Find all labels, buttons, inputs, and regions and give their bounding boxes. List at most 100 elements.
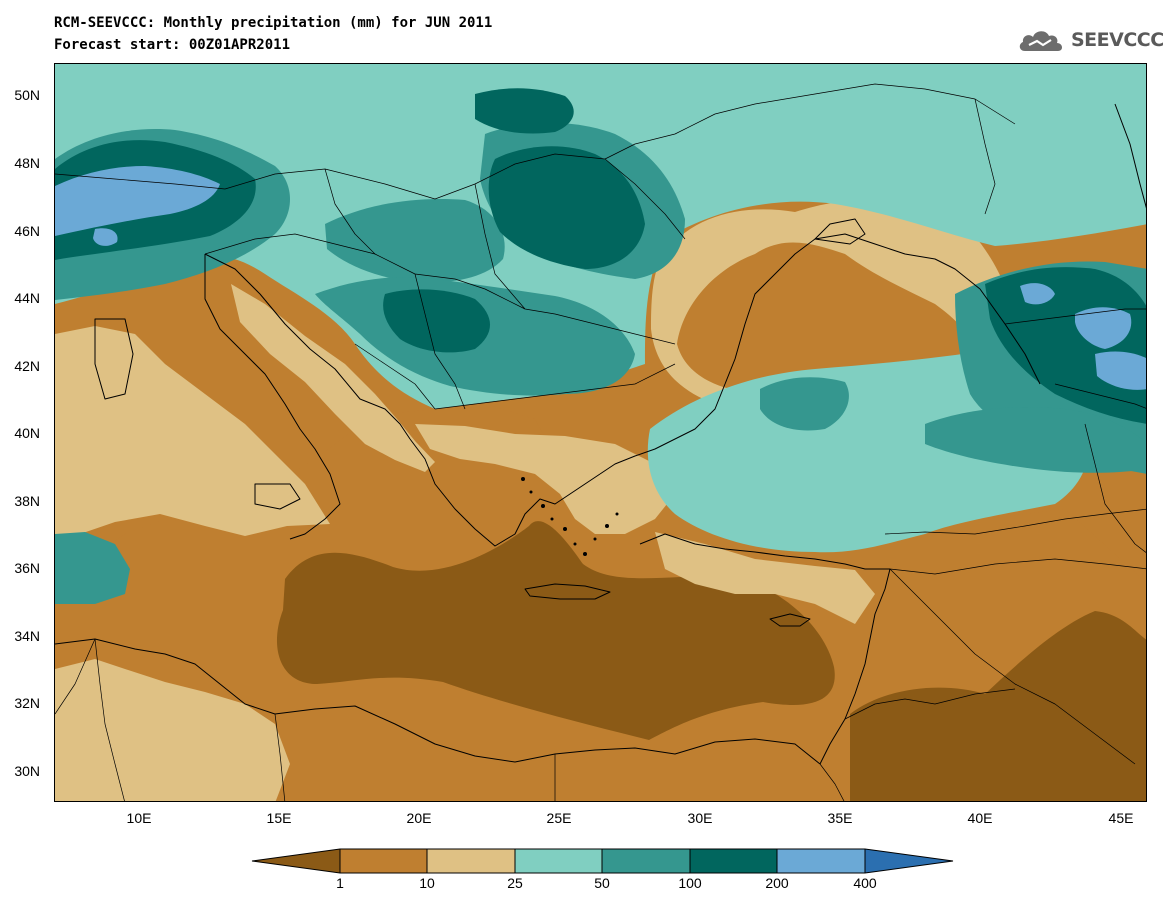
border-segment bbox=[354, 343, 436, 410]
precip-band-10-25-west bbox=[55, 326, 330, 540]
border-segment bbox=[274, 713, 286, 801]
lon-label: 45E bbox=[1108, 810, 1134, 826]
island bbox=[550, 517, 554, 521]
border-segment bbox=[414, 273, 466, 410]
border-segment bbox=[55, 638, 96, 715]
coastline-aegean-north bbox=[599, 383, 726, 475]
precip-band-100-200-caucasus bbox=[985, 267, 1146, 424]
border-segment bbox=[889, 568, 1136, 765]
logo-text: SEEVCCC bbox=[1071, 29, 1164, 51]
lat-label: 34N bbox=[14, 628, 40, 644]
island bbox=[615, 512, 619, 516]
border-segment bbox=[1054, 383, 1146, 409]
precip-band-50-100-anatolia-north bbox=[760, 377, 849, 431]
border-segment bbox=[884, 508, 1146, 535]
lat-label: 36N bbox=[14, 560, 40, 576]
coastline-crete bbox=[524, 583, 611, 600]
precip-band-10-25-aegean bbox=[415, 424, 675, 534]
seevccc-logo: SEEVCCC bbox=[1017, 25, 1164, 55]
lat-label: 48N bbox=[14, 155, 40, 171]
cloud-logo-icon bbox=[1019, 31, 1063, 51]
coastline-italy bbox=[204, 254, 341, 540]
precip-band-lt1-sea bbox=[276, 521, 835, 740]
lon-label: 15E bbox=[266, 810, 292, 826]
island bbox=[583, 552, 587, 556]
precip-band-200-400-caucasus-east bbox=[1075, 307, 1132, 349]
border-segment bbox=[94, 638, 125, 801]
colorbar-label: 1 bbox=[336, 875, 344, 891]
precip-band-50-100-anatolia-east bbox=[925, 407, 1146, 473]
colorbar-segment-1-10 bbox=[340, 849, 427, 873]
coastline-sardinia bbox=[94, 318, 134, 400]
border-segment bbox=[324, 168, 376, 255]
border-segment bbox=[474, 183, 526, 310]
border-segment bbox=[55, 153, 606, 200]
precipitation-map-canvas bbox=[55, 64, 1146, 801]
colorbar-label: 25 bbox=[507, 875, 523, 891]
lat-label: 44N bbox=[14, 290, 40, 306]
coastline-greece bbox=[409, 438, 601, 547]
aegean-islands bbox=[521, 477, 619, 556]
coastline-caspian bbox=[1114, 103, 1146, 209]
precip-band-200-400-caucasus-west bbox=[1020, 283, 1055, 305]
black-sea-band-1-10 bbox=[677, 242, 981, 395]
colorbar-label: 400 bbox=[853, 875, 877, 891]
colorbar-label: 50 bbox=[594, 875, 610, 891]
colorbar-segment-100-200 bbox=[690, 849, 777, 873]
colorbar-segment-above-400 bbox=[865, 849, 953, 873]
lon-label: 35E bbox=[827, 810, 853, 826]
precip-band-50-100-corsica bbox=[55, 532, 130, 604]
island bbox=[593, 537, 597, 541]
precip-band-10-25-africa bbox=[55, 659, 290, 801]
lon-label: 20E bbox=[406, 810, 432, 826]
precip-band-200-400-alps bbox=[55, 166, 220, 236]
lat-label: 32N bbox=[14, 695, 40, 711]
colorbar-label: 100 bbox=[678, 875, 702, 891]
lat-label: 30N bbox=[14, 763, 40, 779]
lat-label: 42N bbox=[14, 358, 40, 374]
colorbar-segment-200-400 bbox=[777, 849, 865, 873]
border-segment bbox=[819, 763, 845, 801]
lat-label: 46N bbox=[14, 223, 40, 239]
border-segment bbox=[1004, 308, 1146, 325]
coastline-anatolia-south bbox=[639, 533, 890, 570]
precip-band-100-200-serbia bbox=[383, 289, 490, 353]
border-segment bbox=[974, 98, 996, 215]
colorbar-label: 10 bbox=[419, 875, 435, 891]
coastline-north-africa bbox=[55, 638, 821, 765]
colorbar-segment-below-1 bbox=[252, 849, 340, 873]
border-segment bbox=[1084, 423, 1146, 553]
lat-label: 40N bbox=[14, 425, 40, 441]
precip-band-100-200-ukraine bbox=[475, 88, 574, 134]
precipitation-colorbar bbox=[251, 848, 954, 874]
island bbox=[529, 490, 533, 494]
map-title: RCM-SEEVCCC: Monthly precipitation (mm) … bbox=[54, 15, 493, 31]
precip-band-50-100-hungary bbox=[325, 199, 505, 283]
precip-band-lt1-east bbox=[850, 611, 1146, 801]
lon-label: 30E bbox=[687, 810, 713, 826]
lon-label: 10E bbox=[126, 810, 152, 826]
precip-band-10-25-anatolia-south bbox=[655, 532, 875, 624]
colorbar-label: 200 bbox=[765, 875, 789, 891]
coastline-cyprus bbox=[769, 613, 811, 627]
island bbox=[573, 542, 577, 546]
lon-label: 25E bbox=[546, 810, 572, 826]
lat-label: 38N bbox=[14, 493, 40, 509]
forecast-start-subtitle: Forecast start: 00Z01APR2011 bbox=[54, 37, 291, 53]
island bbox=[605, 524, 609, 528]
border-segment bbox=[204, 233, 676, 345]
lat-label: 50N bbox=[14, 87, 40, 103]
precip-band-200-400-georgia bbox=[1095, 351, 1146, 390]
coastline-levant bbox=[819, 568, 891, 765]
border-segment bbox=[434, 363, 676, 410]
coastline-crimea bbox=[814, 218, 866, 245]
coastline-adriatic-east bbox=[204, 253, 411, 440]
colorbar-outline bbox=[251, 848, 954, 874]
border-segment bbox=[844, 688, 1016, 720]
precip-band-200-400-alps-small bbox=[93, 228, 118, 246]
colorbar-segment-25-50 bbox=[515, 849, 602, 873]
coastline-layer bbox=[55, 103, 1146, 765]
island bbox=[563, 527, 567, 531]
colorbar-segment-10-25 bbox=[427, 849, 515, 873]
coastline-black-sea bbox=[724, 233, 1041, 385]
